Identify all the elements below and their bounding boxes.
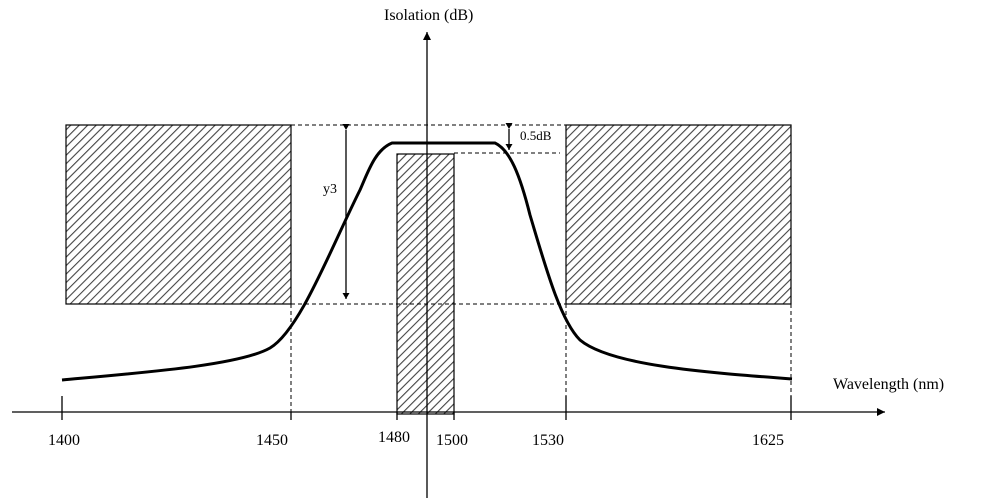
- tick-label-1480: 1480: [378, 429, 410, 446]
- tick-label-1450: 1450: [256, 432, 288, 449]
- left-stopband-region: [65, 124, 292, 305]
- ripple-label: 0.5dB: [520, 128, 552, 143]
- tick-label-1500: 1500: [436, 432, 468, 449]
- x-axis-label: Wavelength (nm): [833, 376, 944, 393]
- height-label: y3: [323, 182, 337, 197]
- right-stopband-region: [565, 124, 792, 305]
- tick-label-1530: 1530: [532, 432, 564, 449]
- y-axis-label: Isolation (dB): [384, 7, 473, 24]
- tick-label-1400: 1400: [48, 432, 80, 449]
- passband-region: [396, 153, 455, 415]
- isolation-curve: [61, 141, 793, 382]
- tick-label-1625: 1625: [752, 432, 784, 449]
